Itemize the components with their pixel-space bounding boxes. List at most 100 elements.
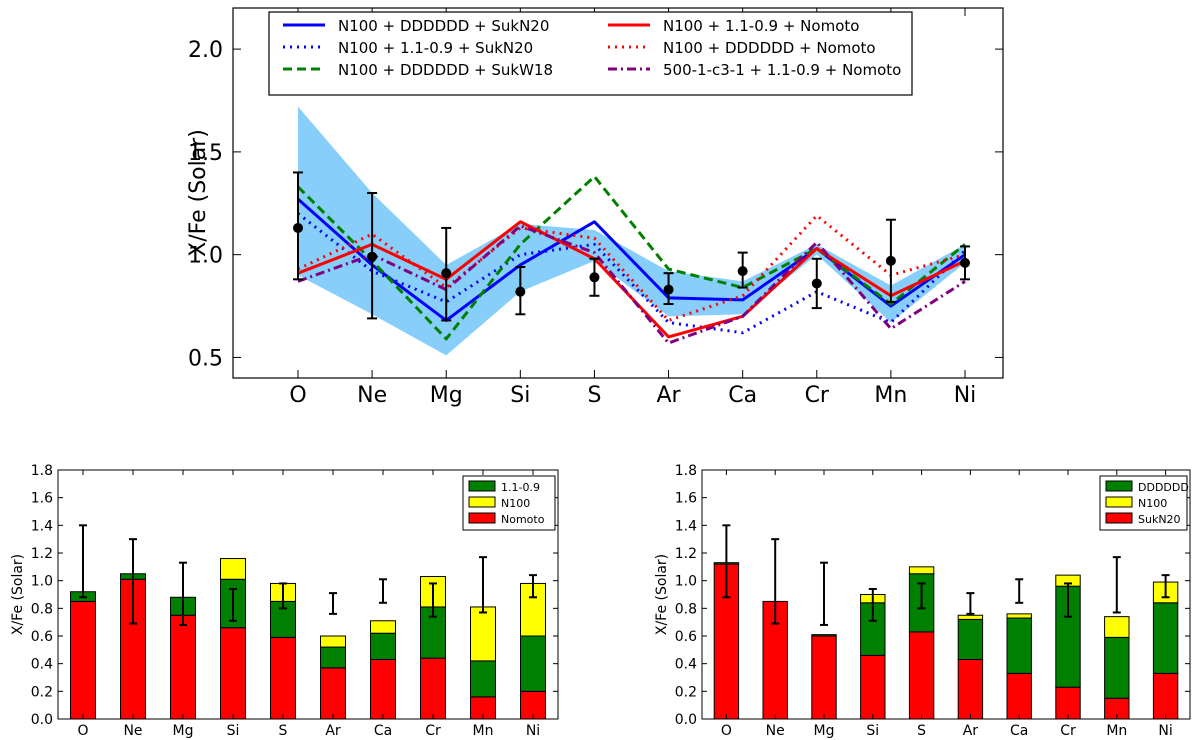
bar-segment-3-0 — [860, 654, 886, 720]
y-tick-label: 0.8 — [31, 601, 53, 617]
bar-segment-5-1 — [320, 646, 346, 669]
plot-frame — [57, 469, 559, 720]
y-tick-label: 0.2 — [675, 684, 697, 700]
bar-segment-7-0 — [420, 657, 446, 720]
bar-segment-6-1 — [1006, 617, 1032, 674]
bar-segment-7-0 — [1055, 686, 1081, 720]
model-range-band — [298, 106, 965, 356]
legend-label-1: N100 — [501, 497, 530, 510]
bar-segment-5-0 — [320, 667, 346, 720]
x-tick-label: Si — [510, 383, 530, 408]
bar-segment-5-2 — [320, 635, 346, 648]
y-tick-label: 0.2 — [31, 684, 53, 700]
y-tick-label: 0.4 — [675, 657, 697, 673]
observed-point-7 — [811, 278, 822, 289]
series-line-3 — [297, 220, 966, 339]
bar-segment-8-2 — [1104, 616, 1130, 638]
legend-label-3: N100 + 1.1-0.9 + Nomoto — [663, 17, 859, 35]
legend-box — [268, 11, 913, 96]
x-tick-label: Ne — [123, 723, 142, 739]
x-tick-label: Ne — [357, 383, 387, 408]
observed-point-5 — [663, 284, 674, 295]
x-tick-label: O — [77, 723, 88, 739]
bottom-left-stacked-bar-chart: 0.0 0.2 0.4 0.6 0.8 1.0 1.2 1.4 1.6 1.8 O Ne Mg Si S Ar… — [10, 463, 559, 739]
y-tick-label: 1.0 — [188, 244, 223, 269]
y-tick-label: 1.0 — [675, 574, 697, 590]
x-tick-label: Ne — [766, 723, 785, 739]
bar-segment-5-1 — [957, 618, 984, 661]
x-tick-label: Ni — [954, 383, 977, 408]
legend-swatch-1 — [468, 496, 496, 508]
x-tick-label: Ca — [374, 723, 392, 739]
legend-label-2: SukN20 — [1138, 513, 1181, 526]
observed-point-3 — [515, 286, 526, 297]
y-tick-label: 0.0 — [31, 712, 53, 728]
legend-label-1: N100 + 1.1-0.9 + SukN20 — [338, 39, 533, 57]
bar-segment-6-2 — [1006, 613, 1032, 619]
x-tick-label: O — [721, 723, 732, 739]
x-tick-label: Cr — [425, 723, 441, 739]
observed-point-8 — [885, 255, 896, 266]
y-tick-label: 1.6 — [31, 491, 53, 507]
bar-segment-2-0 — [811, 635, 837, 720]
series-line-1 — [297, 212, 967, 335]
legend-swatch-0 — [468, 480, 496, 492]
legend-swatch-1 — [1105, 496, 1133, 508]
y-axis-label: X/Fe (Solar) — [654, 554, 670, 635]
y-tick-label: 1.8 — [675, 463, 697, 479]
bar-segment-4-0 — [908, 631, 935, 720]
y-tick-label: 0.5 — [188, 346, 223, 371]
bar-segment-2-1 — [811, 634, 837, 637]
bar-segment-6-1 — [370, 632, 396, 661]
bar-segment-3-2 — [220, 558, 246, 580]
bottom-right-stacked-bar-chart: 0.0 0.2 0.4 0.6 0.8 1.0 1.2 1.4 1.6 1.8 O Ne Mg Si S Ar… — [654, 463, 1191, 739]
y-tick-label: 1.6 — [675, 491, 697, 507]
y-tick-label: 0.0 — [675, 712, 697, 728]
bar-segment-5-2 — [957, 614, 984, 620]
x-tick-label: Mg — [173, 723, 194, 739]
series-line-5 — [297, 224, 966, 345]
legend-label-2: N100 + DDDDDD + SukW18 — [338, 61, 553, 79]
observed-point-0 — [293, 222, 303, 233]
legend-label-2: Nomoto — [501, 513, 545, 526]
x-tick-label: S — [279, 723, 288, 739]
x-tick-label: Ar — [325, 723, 341, 739]
y-tick-label: 0.6 — [31, 629, 53, 645]
bar-segment-6-0 — [370, 659, 396, 720]
bar-segment-6-0 — [1006, 672, 1032, 720]
observed-point-6 — [737, 266, 748, 277]
x-tick-label: Mn — [874, 383, 907, 408]
bar-segment-4-2 — [908, 566, 935, 575]
legend-swatch-2 — [468, 512, 496, 524]
bar-segment-4-0 — [270, 636, 296, 720]
x-tick-label: Si — [866, 723, 879, 739]
x-tick-label: Mg — [430, 383, 463, 408]
series-line-4 — [297, 214, 966, 322]
y-axis-label: X/Fe (Solar) — [10, 554, 26, 635]
bar-segment-8-1 — [470, 660, 496, 698]
x-tick-label: Cr — [1060, 723, 1076, 739]
observed-point-1 — [367, 251, 378, 262]
legend-label-0: DDDDDD — [1138, 481, 1189, 494]
x-tick-label: O — [289, 383, 306, 408]
y-tick-label: 1.8 — [31, 463, 53, 479]
top-line-chart: 0.5 1.0 1.5 2.0 O Ne Mg Si S Ar Ca Cr Mn Ni X/Fe (Sola… — [186, 7, 1004, 408]
y-tick-label: 2.0 — [188, 38, 223, 63]
y-tick-label: 1.2 — [675, 546, 697, 562]
legend-label-0: N100 + DDDDDD + SukN20 — [338, 17, 549, 35]
y-tick-label: 0.6 — [675, 629, 697, 645]
x-tick-label: Mn — [473, 723, 494, 739]
bar-segment-9-0 — [1152, 672, 1179, 720]
y-tick-label: 1.5 — [188, 141, 223, 166]
legend-swatch-0 — [1105, 480, 1133, 492]
y-tick-label: 1.0 — [31, 574, 53, 590]
y-tick-label: 0.8 — [675, 601, 697, 617]
bar-segment-8-1 — [1104, 636, 1130, 699]
bar-segment-0-0 — [70, 600, 96, 720]
bar-segment-9-1 — [1152, 602, 1179, 674]
x-tick-label: S — [917, 723, 926, 739]
x-tick-label: Si — [227, 723, 240, 739]
legend-label-0: 1.1-0.9 — [501, 481, 540, 494]
y-tick-label: 0.4 — [31, 657, 53, 673]
